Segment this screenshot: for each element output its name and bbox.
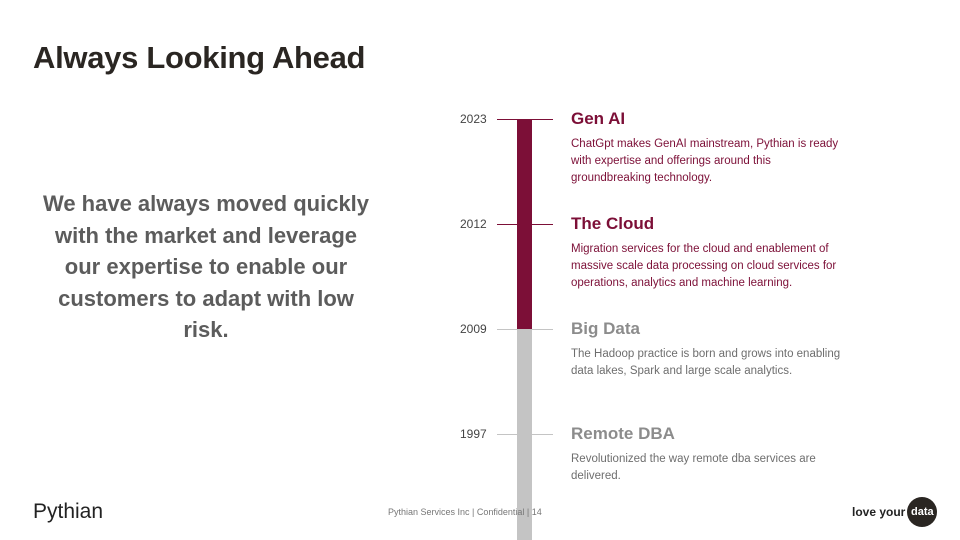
footer-text: Pythian Services Inc | Confidential | 14 xyxy=(388,507,542,517)
timeline-year-2009: 2009 xyxy=(460,322,487,336)
timeline-title-remote-dba: Remote DBA xyxy=(571,424,675,443)
timeline-year-1997: 1997 xyxy=(460,427,487,441)
pythian-logo: Pythian xyxy=(33,500,104,523)
slide-tagline: We have always moved quickly with the ma… xyxy=(42,191,370,342)
timeline-tick-1997 xyxy=(497,434,553,435)
timeline-desc-the-cloud: Migration services for the cloud and ena… xyxy=(571,243,837,289)
timeline-year-2023: 2023 xyxy=(460,112,487,126)
timeline-tick-2023 xyxy=(497,119,553,120)
love-your-data-logo: love your data xyxy=(852,497,938,527)
timeline-title-gen-ai: Gen AI xyxy=(571,109,626,128)
timeline-desc-big-data: The Hadoop practice is born and grows in… xyxy=(571,348,841,377)
timeline-desc-remote-dba: Revolutionized the way remote dba servic… xyxy=(571,453,816,482)
timeline-title-the-cloud: The Cloud xyxy=(571,214,655,233)
brand-love-text: love your xyxy=(852,505,906,519)
brand-data-badge: data xyxy=(907,497,938,527)
timeline-year-2012: 2012 xyxy=(460,217,487,231)
timeline-desc-gen-ai: ChatGpt makes GenAI mainstream, Pythian … xyxy=(571,138,839,184)
timeline-tick-2009 xyxy=(497,329,553,330)
timeline-title-big-data: Big Data xyxy=(571,319,640,338)
slide-title: Always Looking Ahead xyxy=(33,40,366,75)
timeline-tick-2012 xyxy=(497,224,553,225)
